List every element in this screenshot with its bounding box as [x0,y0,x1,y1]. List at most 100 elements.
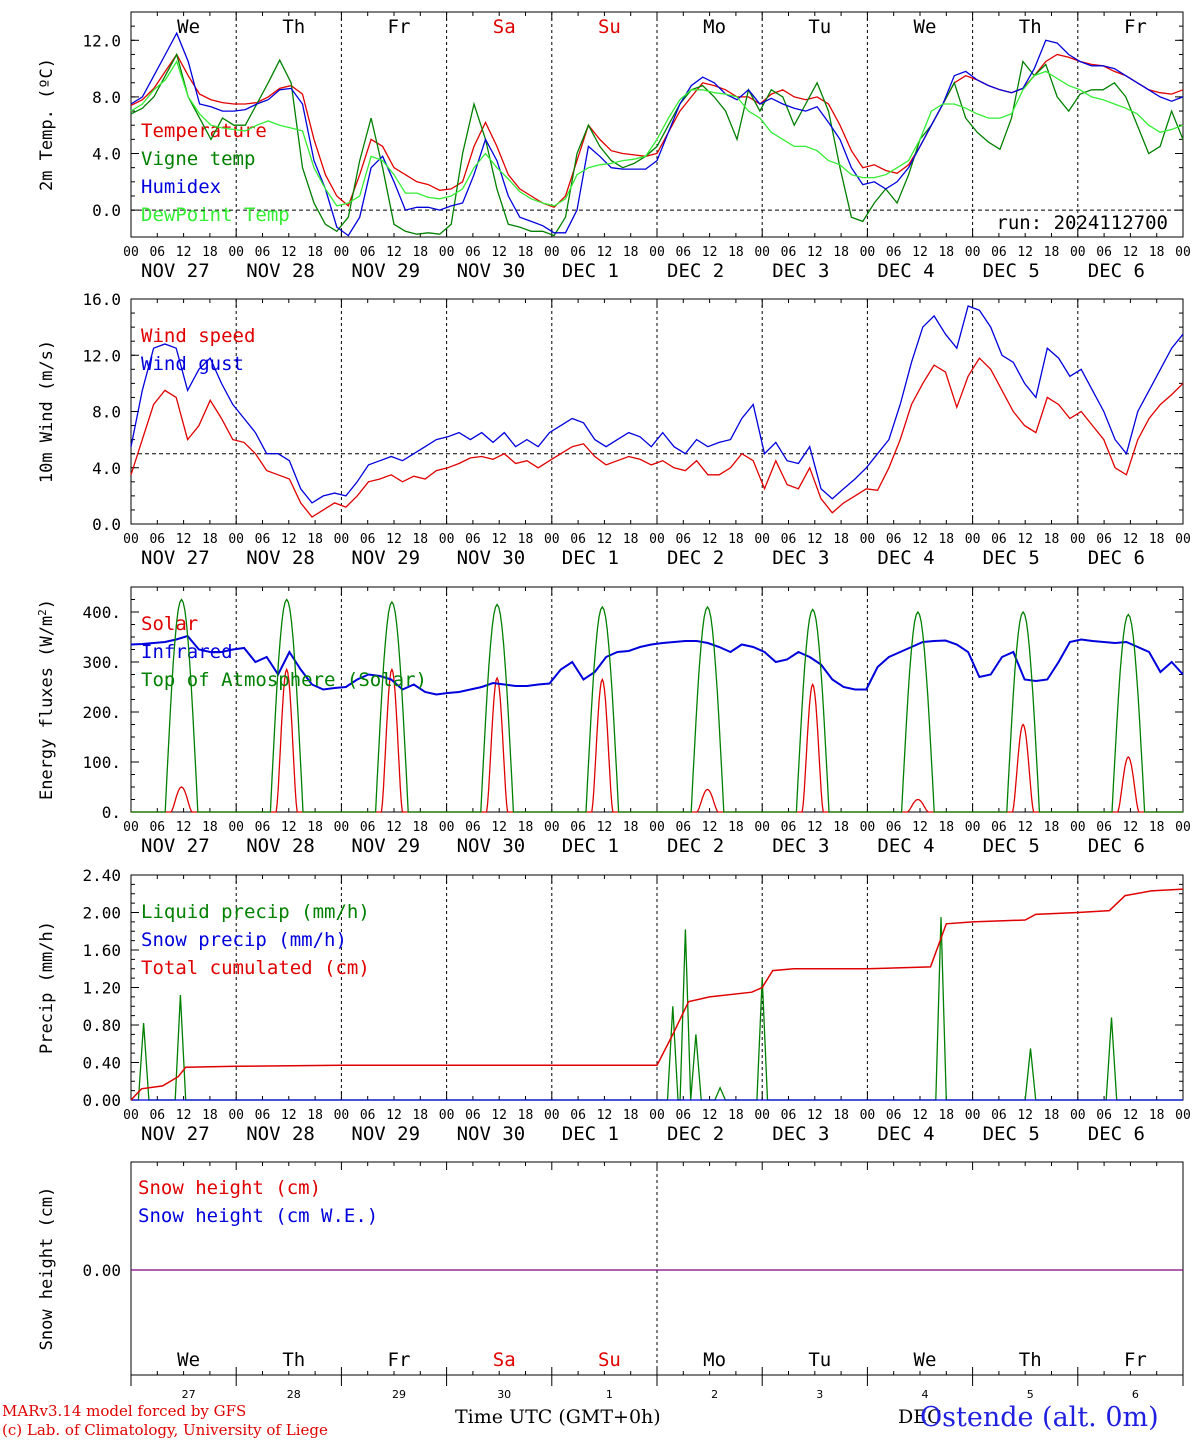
hour-tick-label: 00 [123,245,139,260]
day-number-label: 27 [182,1388,196,1401]
hour-tick-label: 18 [1044,820,1060,835]
day-name-label: We [177,1349,200,1371]
hour-tick-label: 00 [334,245,350,260]
hour-tick-label: 12 [491,820,507,835]
hour-tick-label: 00 [860,245,876,260]
hour-tick-label: 18 [202,1108,218,1123]
hour-tick-label: 06 [781,820,797,835]
day-name-label: We [177,16,200,38]
date-label: NOV 30 [457,1123,526,1145]
hour-tick-label: 06 [886,532,902,547]
date-label: NOV 30 [457,547,526,569]
day-number-label: 1 [606,1388,613,1401]
date-label: DEC 3 [772,835,829,857]
panel-4: 0.00 0.40 0.80 1.20 1.60 2.00 2.40 Precip (mm/h… [37,866,1191,1145]
date-label: DEC 6 [1088,260,1145,282]
date-label: NOV 29 [351,260,420,282]
hour-tick-label: 12 [176,532,192,547]
hour-tick-label: 06 [255,1108,271,1123]
hour-tick-label: 06 [465,1108,481,1123]
y-tick-label: 2.00 [82,904,121,923]
hour-tick-label: 06 [1096,1108,1112,1123]
hour-tick-label: 06 [991,532,1007,547]
y-tick-label: 400. [82,603,121,622]
plot-frame [130,298,1184,525]
hour-tick-label: 18 [307,245,323,260]
hour-tick-label: 18 [938,820,954,835]
y-tick-label: 0.00 [82,1261,121,1280]
date-label: DEC 3 [772,1123,829,1145]
day-number-label: 3 [816,1388,823,1401]
date-label: NOV 28 [246,835,315,857]
plot-frame [130,586,1184,813]
hour-tick-label: 00 [123,1108,139,1123]
hour-tick-label: 00 [965,532,981,547]
day-name-label: Tu [808,16,831,38]
hour-tick-label: 18 [1044,532,1060,547]
y-tick-label: 2.40 [82,866,121,885]
hour-tick-label: 12 [491,1108,507,1123]
hour-tick-label: 06 [570,1108,586,1123]
hour-tick-label: 00 [228,245,244,260]
hour-tick-label: 00 [754,820,770,835]
hour-tick-label: 00 [1070,1108,1086,1123]
panel-3: 0. 100. 200. 300. 400. Energy fluxes (W/m2) So… [36,586,1191,857]
hour-tick-label: 00 [649,532,665,547]
day-name-label: Mo [703,16,726,38]
hour-tick-label: 12 [912,820,928,835]
y-tick-label: 4.0 [92,145,121,164]
hour-tick-label: 18 [202,245,218,260]
hour-tick-label: 06 [360,532,376,547]
date-label: NOV 29 [351,835,420,857]
hour-tick-label: 06 [1096,245,1112,260]
hour-tick-label: 12 [912,245,928,260]
panel-2: 0.0 4.0 8.0 12.0 16.0 10m Wind (m/s) Wind spee… [37,290,1191,569]
hour-tick-label: 06 [886,245,902,260]
series-line-blue [130,634,1184,696]
hour-tick-label: 18 [518,245,534,260]
hour-tick-label: 18 [1149,245,1165,260]
hour-tick-label: 12 [597,820,613,835]
hour-tick-label: 12 [281,820,297,835]
legend-entry: Snow height (cm) [138,1177,321,1199]
hour-tick-label: 00 [754,532,770,547]
date-label: NOV 30 [457,260,526,282]
hour-tick-label: 12 [491,245,507,260]
day-name-label: Tu [808,1349,831,1371]
hour-tick-label: 18 [518,820,534,835]
hour-tick-label: 18 [938,1108,954,1123]
hour-tick-label: 00 [439,532,455,547]
date-label: DEC 5 [983,260,1040,282]
legend-entry: DewPoint Temp [141,204,290,226]
hour-tick-label: 06 [1096,820,1112,835]
hour-tick-label: 06 [675,532,691,547]
hour-tick-label: 18 [412,820,428,835]
hour-tick-label: 18 [1149,820,1165,835]
series-line-green [131,598,1183,813]
hour-tick-label: 12 [597,245,613,260]
hour-tick-label: 00 [544,245,560,260]
hour-tick-label: 00 [228,820,244,835]
hour-tick-label: 12 [702,245,718,260]
hour-tick-label: 12 [386,532,402,547]
date-label: NOV 28 [246,1123,315,1145]
hour-tick-label: 00 [965,820,981,835]
date-label: NOV 28 [246,547,315,569]
hour-tick-label: 00 [334,532,350,547]
legend-entry: Solar [141,613,198,635]
date-label: DEC 4 [877,547,934,569]
hour-tick-label: 06 [360,245,376,260]
hour-tick-label: 06 [149,532,165,547]
y-tick-label: 12.0 [82,31,121,50]
hour-tick-label: 06 [255,245,271,260]
legend-entry: Wind gust [141,353,244,375]
hour-tick-label: 00 [860,820,876,835]
hour-tick-label: 06 [886,820,902,835]
hour-tick-label: 06 [991,1108,1007,1123]
hour-tick-label: 18 [623,1108,639,1123]
hour-tick-label: 12 [491,532,507,547]
hour-tick-label: 18 [938,245,954,260]
hour-tick-label: 12 [386,1108,402,1123]
hour-tick-label: 06 [991,820,1007,835]
hour-tick-label: 06 [781,245,797,260]
